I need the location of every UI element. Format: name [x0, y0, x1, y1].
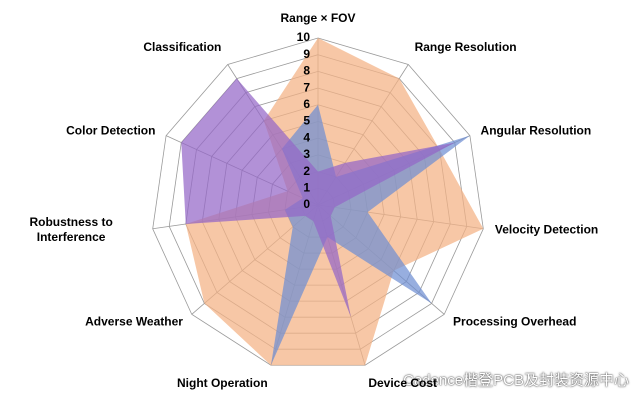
tick-label: 1 [303, 180, 310, 194]
tick-label: 3 [303, 147, 310, 161]
axis-label: Velocity Detection [494, 222, 599, 237]
axis-label: Color Detection [66, 123, 156, 138]
tick-label: 9 [303, 47, 310, 61]
axis-label: Classification [143, 39, 222, 54]
axis-label: Night Operation [176, 376, 268, 391]
axis-label: Range × FOV [280, 11, 356, 26]
watermark: Cadence楷登PCB及封装资源中心 [403, 372, 629, 389]
series-area [181, 78, 455, 318]
series-area [270, 104, 470, 366]
axis-label: Robustness to Interference [29, 215, 113, 245]
tick-label: 5 [303, 114, 310, 128]
axis-label: Adverse Weather [85, 314, 183, 329]
axis-label: Device Cost [368, 376, 438, 391]
axis-label: Range Resolution [414, 39, 517, 54]
tick-label: 8 [303, 64, 310, 78]
tick-label: 2 [303, 164, 310, 178]
tick-label: 10 [297, 30, 311, 44]
tick-label: 7 [303, 80, 310, 94]
tick-label: 4 [303, 130, 310, 144]
axis-label: Angular Resolution [480, 123, 592, 138]
tick-label: 0 [303, 197, 310, 211]
tick-label: 6 [303, 97, 310, 111]
axis-label: Processing Overhead [453, 314, 577, 329]
